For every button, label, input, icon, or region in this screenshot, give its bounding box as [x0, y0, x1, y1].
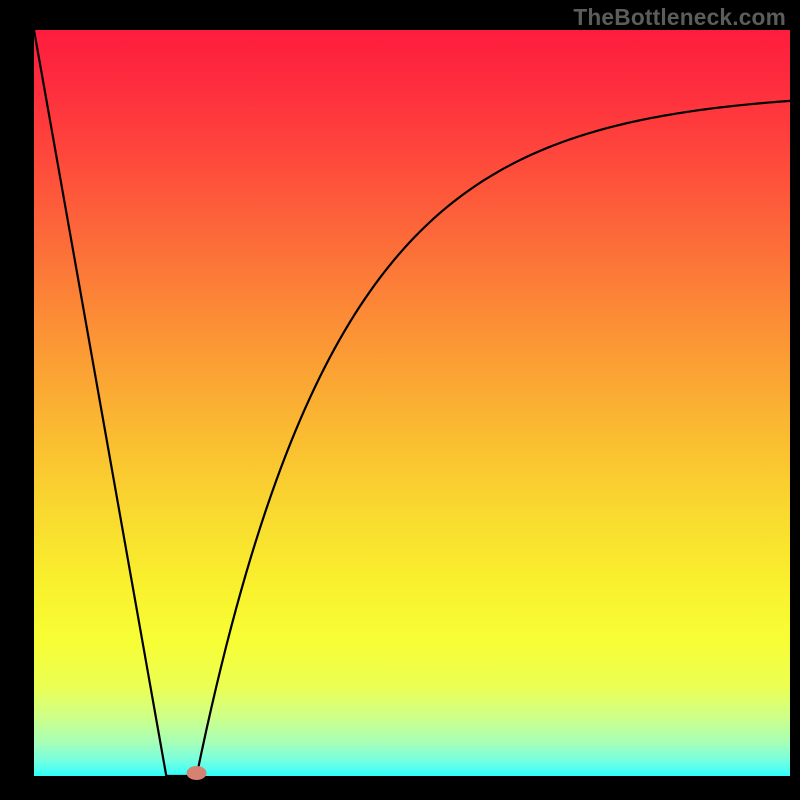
bottleneck-chart [0, 0, 800, 800]
watermark-text: TheBottleneck.com [573, 4, 786, 31]
optimal-point-marker [187, 766, 207, 780]
chart-container: TheBottleneck.com [0, 0, 800, 800]
